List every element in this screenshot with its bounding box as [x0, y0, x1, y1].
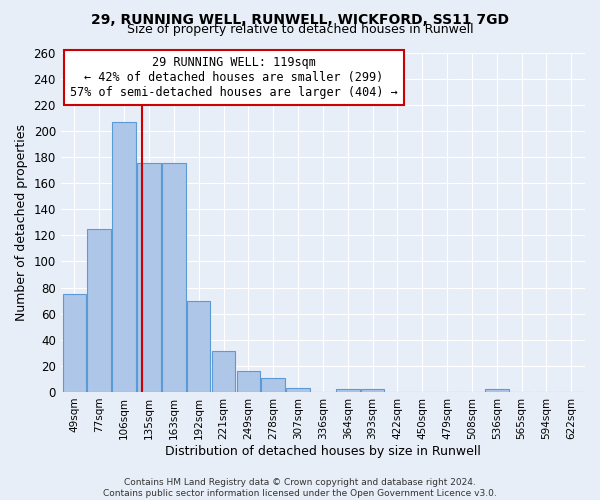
Bar: [88, 229, 111, 392]
Text: Size of property relative to detached houses in Runwell: Size of property relative to detached ho…: [127, 22, 473, 36]
Text: Contains HM Land Registry data © Crown copyright and database right 2024.
Contai: Contains HM Land Registry data © Crown c…: [103, 478, 497, 498]
Bar: [62, 294, 86, 392]
X-axis label: Distribution of detached houses by size in Runwell: Distribution of detached houses by size …: [165, 444, 481, 458]
Bar: [361, 390, 385, 392]
Bar: [336, 390, 359, 392]
Bar: [162, 164, 185, 392]
Text: 29 RUNNING WELL: 119sqm
← 42% of detached houses are smaller (299)
57% of semi-d: 29 RUNNING WELL: 119sqm ← 42% of detache…: [70, 56, 398, 99]
Y-axis label: Number of detached properties: Number of detached properties: [15, 124, 28, 320]
Bar: [212, 352, 235, 392]
Bar: [137, 164, 161, 392]
Bar: [112, 122, 136, 392]
Bar: [485, 390, 509, 392]
Bar: [236, 371, 260, 392]
Bar: [187, 300, 211, 392]
Bar: [286, 388, 310, 392]
Text: 29, RUNNING WELL, RUNWELL, WICKFORD, SS11 7GD: 29, RUNNING WELL, RUNWELL, WICKFORD, SS1…: [91, 12, 509, 26]
Bar: [262, 378, 285, 392]
